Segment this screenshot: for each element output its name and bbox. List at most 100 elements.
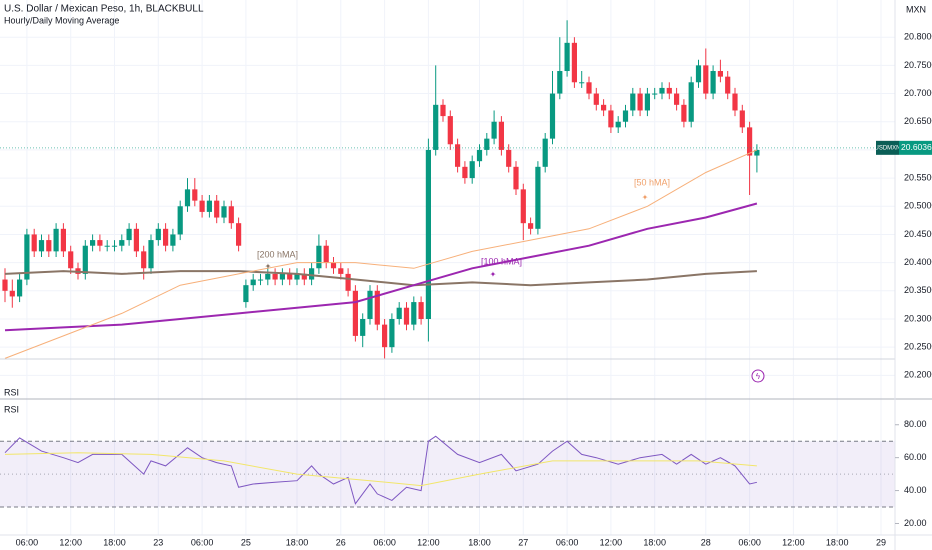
y-tick-label: 20.50000	[904, 201, 932, 211]
moving-average	[4, 202, 758, 332]
candle-body	[119, 240, 125, 246]
candle-body	[382, 324, 388, 348]
rsi-line	[4, 452, 757, 487]
moving-average	[4, 270, 757, 287]
y-tick-label: 20.45000	[904, 229, 932, 239]
candle-body	[360, 318, 366, 336]
candle-body	[462, 166, 468, 179]
candle-body	[206, 200, 212, 212]
y-tick-label: 20.40000	[904, 257, 932, 267]
x-tick-label: 06:00	[738, 537, 761, 547]
candle-body	[601, 104, 607, 111]
candle-body	[287, 273, 293, 280]
candle-body	[659, 87, 665, 94]
candle-body	[557, 71, 563, 94]
x-tick-label: 18:00	[286, 537, 309, 547]
x-tick-label: 27	[518, 537, 528, 547]
x-tick-label: 26	[336, 537, 346, 547]
candle-body	[38, 240, 45, 252]
candle-body	[104, 245, 110, 247]
candle-body	[389, 318, 395, 348]
candle-body	[622, 110, 629, 122]
candle-body	[644, 93, 650, 111]
candle-body	[163, 228, 169, 246]
y-tick-label: 20.65000	[904, 116, 932, 126]
y-tick-label: 20.00	[904, 518, 927, 528]
x-tick-label: 29	[876, 537, 886, 547]
candle-body	[31, 234, 37, 252]
candle-body	[301, 273, 307, 280]
currency-label: MXN	[906, 4, 926, 14]
candle-body	[498, 121, 504, 150]
y-tick-label: 20.70000	[904, 88, 932, 98]
candle-body	[60, 228, 66, 252]
candle-body	[593, 93, 599, 105]
x-tick-label: 06:00	[16, 537, 39, 547]
candle-body	[630, 93, 636, 111]
candle-body	[24, 234, 30, 280]
candle-body	[637, 93, 643, 111]
candle-body	[535, 166, 541, 229]
x-tick-label: 12:00	[417, 537, 440, 547]
symbol-tag	[876, 140, 899, 155]
candle-body	[345, 273, 351, 291]
candle-body	[491, 121, 497, 139]
candle-body	[265, 273, 271, 280]
price-tag	[899, 140, 932, 155]
candle-body	[133, 228, 139, 252]
candle-body	[754, 149, 760, 156]
candle-body	[681, 104, 687, 122]
candle-body	[725, 76, 731, 94]
candle-body	[564, 42, 570, 72]
candle-body	[374, 290, 380, 325]
y-tick-label: 20.55000	[904, 172, 932, 182]
candle-body	[177, 206, 183, 235]
candle-body	[513, 166, 519, 190]
candle-body	[126, 228, 132, 241]
event-icon[interactable]	[751, 369, 765, 383]
candle-body	[9, 290, 15, 297]
rsi-title: RSI	[4, 404, 19, 414]
candle-body	[272, 273, 278, 280]
candle-body	[243, 285, 249, 303]
chart-title: U.S. Dollar / Mexican Peso, 1h, BLACKBUL…	[4, 4, 204, 15]
candle-body	[199, 200, 205, 212]
ma-label: [200 hMA]	[257, 249, 298, 259]
rsi-line	[4, 435, 758, 505]
x-tick-label: 12:00	[600, 537, 623, 547]
x-tick-label: 18:00	[468, 537, 491, 547]
x-tick-label: 18:00	[643, 537, 666, 547]
candle-body	[2, 279, 8, 291]
candle-body	[695, 65, 702, 83]
candle-body	[484, 138, 490, 150]
candle-body	[476, 149, 483, 162]
candle-body	[338, 268, 344, 274]
candle-body	[192, 189, 198, 201]
y-tick-label: 20.35000	[904, 285, 932, 295]
x-tick-label: 23	[153, 537, 163, 547]
candle-body	[418, 302, 424, 319]
candle-body	[352, 290, 358, 336]
candle-body	[403, 307, 410, 325]
price-tag-label: 20.60369	[901, 142, 932, 152]
y-tick-label: 20.25000	[904, 342, 932, 352]
candle-body	[542, 138, 548, 167]
y-tick-label: 20.20000	[904, 370, 932, 380]
candle-body	[652, 93, 658, 95]
candle-body	[279, 273, 285, 280]
candle-body	[53, 228, 59, 252]
candle-body	[257, 279, 264, 281]
y-tick-label: 20.30000	[904, 313, 932, 323]
ma-label: [50 hMA]	[634, 177, 670, 187]
candle-body	[330, 262, 337, 269]
candle-body	[469, 161, 475, 179]
event-icon-glyph: ϟ	[756, 372, 761, 381]
x-tick-label: 25	[241, 537, 251, 547]
candle-body	[615, 121, 621, 128]
candle-body	[688, 82, 694, 122]
candle-body	[579, 82, 585, 84]
candle-body	[586, 82, 592, 94]
x-tick-label: 18:00	[103, 537, 126, 547]
candle-body	[747, 127, 753, 156]
